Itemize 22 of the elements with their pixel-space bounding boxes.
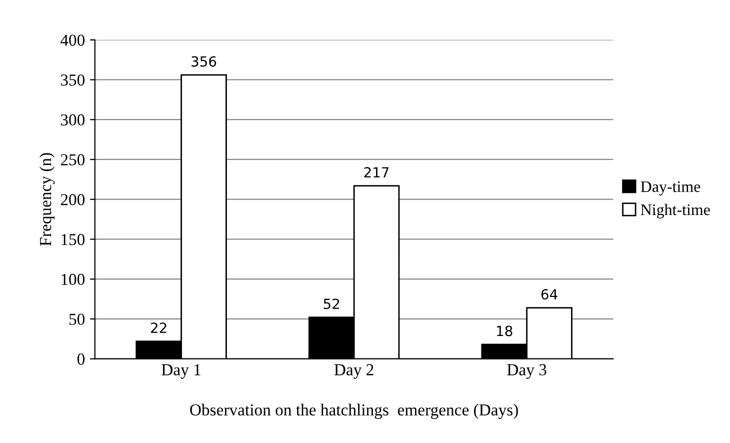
y-tick-label: 100 — [62, 274, 85, 286]
x-tick-label: Day 1 — [162, 364, 200, 379]
data-label: 64 — [541, 289, 558, 300]
y-tick-label: 0 — [77, 354, 85, 365]
data-label: 356 — [192, 56, 216, 67]
data-label: 22 — [151, 322, 166, 333]
y-tick-label: 50 — [69, 314, 85, 325]
legend-label: Day-time — [640, 181, 700, 196]
data-label: 52 — [324, 298, 340, 310]
y-tick-label: 400 — [60, 34, 85, 46]
data-label: 18 — [497, 326, 512, 336]
y-axis-title: Frequency (n) — [39, 153, 55, 246]
y-tick-label: 200 — [60, 194, 85, 206]
y-tick-label: 250 — [60, 154, 85, 166]
y-tick-label: 150 — [62, 234, 85, 246]
x-tick-label: Day 2 — [334, 364, 374, 379]
y-tick-label: 350 — [60, 74, 85, 86]
y-tick-label: 300 — [60, 114, 85, 126]
data-label: 217 — [364, 167, 389, 178]
x-tick-label: Day 3 — [507, 364, 546, 379]
legend-label: Night-time — [640, 204, 710, 218]
x-axis-title: Observation on the hatchlings emergence (Days) — [190, 404, 518, 419]
